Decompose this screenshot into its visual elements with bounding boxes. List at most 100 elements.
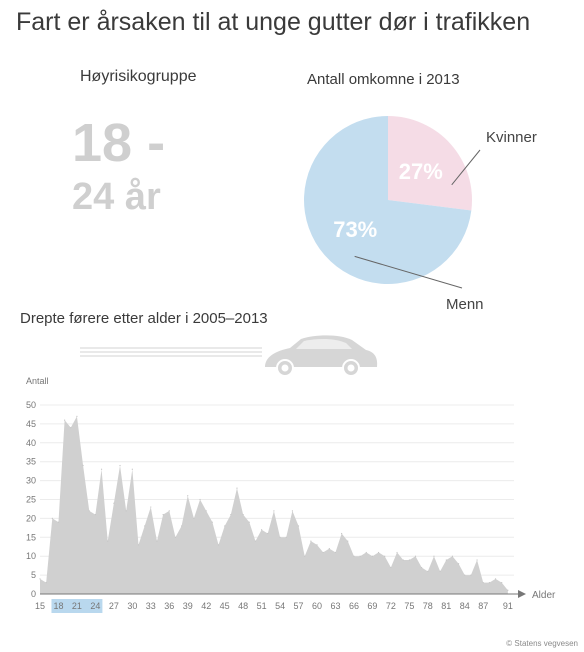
area-point <box>94 514 97 516</box>
area-point <box>242 514 244 516</box>
area-point <box>482 582 484 584</box>
area-point <box>279 536 281 538</box>
pie-callout-kvinner <box>451 149 481 186</box>
area-point <box>174 536 177 538</box>
y-axis: 0 5 10 15 20 25 30 35 40 45 50 <box>26 400 36 599</box>
x-tick-label: 42 <box>201 601 211 611</box>
area-point <box>261 529 263 531</box>
area-point <box>464 574 466 576</box>
area-point <box>341 532 343 535</box>
area-point <box>304 555 306 557</box>
speed-lines <box>80 347 262 357</box>
area-point <box>254 540 257 542</box>
area-point <box>507 589 509 591</box>
x-tick-label: 48 <box>238 601 248 611</box>
x-tick-label: 72 <box>386 601 396 611</box>
area-point <box>168 510 170 512</box>
area-point <box>384 555 386 557</box>
risk-group-range-top: 18 - <box>72 113 166 173</box>
area-point <box>230 514 232 516</box>
area-point <box>359 555 361 557</box>
area-point <box>193 517 195 520</box>
x-tick-label: 69 <box>367 601 377 611</box>
x-tick-label: 51 <box>257 601 267 611</box>
pie-chart: 27% 73% <box>304 116 481 289</box>
area-point <box>217 544 220 546</box>
y-tick-label: 30 <box>26 476 36 486</box>
area-point <box>334 551 337 554</box>
area-point <box>322 551 324 554</box>
area-point <box>180 525 183 527</box>
y-tick-label: 35 <box>26 457 36 467</box>
area-point <box>144 525 146 527</box>
area-point <box>285 536 287 538</box>
area-point <box>402 559 404 561</box>
y-tick-label: 10 <box>26 551 36 561</box>
y-tick-label: 15 <box>26 532 36 542</box>
x-tick-label: 21 <box>72 601 82 611</box>
area-point <box>291 510 293 512</box>
area-point <box>328 548 330 550</box>
area-point <box>267 532 269 535</box>
x-tick-label: 45 <box>220 601 230 611</box>
area-point <box>396 551 398 554</box>
area-point <box>316 544 318 546</box>
y-tick-label: 5 <box>31 570 36 580</box>
y-tick-label: 40 <box>26 438 36 448</box>
area-point <box>457 563 460 565</box>
area-point <box>224 525 226 527</box>
area-point <box>187 495 189 497</box>
area-point <box>82 464 84 467</box>
x-tick-label: 36 <box>164 601 174 611</box>
area-point <box>414 555 417 557</box>
area-point <box>125 510 127 512</box>
area-point <box>273 510 275 512</box>
area-point <box>70 427 72 429</box>
credit-text: © Statens vegvesen <box>506 639 578 648</box>
area-point <box>297 525 300 527</box>
y-tick-label: 45 <box>26 419 36 429</box>
risk-group-label: Høyrisikogruppe <box>80 68 197 85</box>
area-point <box>137 544 140 546</box>
area-point <box>421 566 423 569</box>
area-chart-title: Drepte førere etter alder i 2005–2013 <box>20 310 268 327</box>
area-point <box>371 555 374 557</box>
highlight-band-18-24 <box>51 599 103 613</box>
pie-legend-menn: Menn <box>446 296 484 313</box>
x-tick-label: 63 <box>330 601 340 611</box>
area-point <box>248 521 250 523</box>
area-point <box>76 415 78 417</box>
area-point <box>236 487 238 489</box>
area-point <box>408 559 410 561</box>
area-point <box>427 570 429 572</box>
area-point <box>310 540 312 542</box>
x-tick-label: 81 <box>441 601 451 611</box>
x-axis-arrow <box>518 590 526 598</box>
area-point <box>494 578 497 580</box>
area-point <box>501 582 503 584</box>
x-tick-label: 30 <box>127 601 137 611</box>
area-point <box>377 551 380 554</box>
area-point <box>64 419 66 421</box>
area-point <box>131 468 133 470</box>
area-point <box>205 510 207 512</box>
y-tick-label: 20 <box>26 513 36 523</box>
pie-slice-kvinner <box>388 116 472 211</box>
pie-title: Antall omkomne i 2013 <box>307 71 460 88</box>
area-point <box>119 464 121 467</box>
area-point <box>39 578 41 580</box>
area-point <box>162 514 164 516</box>
area-point <box>488 582 490 584</box>
y-tick-label: 0 <box>31 589 36 599</box>
x-tick-label: 39 <box>183 601 193 611</box>
area-point <box>470 574 472 576</box>
y-tick-label: 50 <box>26 400 36 410</box>
area-point <box>451 555 454 557</box>
x-axis: 15 18 21 24 27 30 33 36 39 42 45 48 51 54 57 60 63 66 69 72… <box>35 601 513 611</box>
area-point <box>445 559 447 561</box>
x-tick-label: 24 <box>90 601 100 611</box>
x-tick-label: 78 <box>423 601 433 611</box>
x-tick-label: 18 <box>53 601 63 611</box>
area-point <box>113 502 115 504</box>
